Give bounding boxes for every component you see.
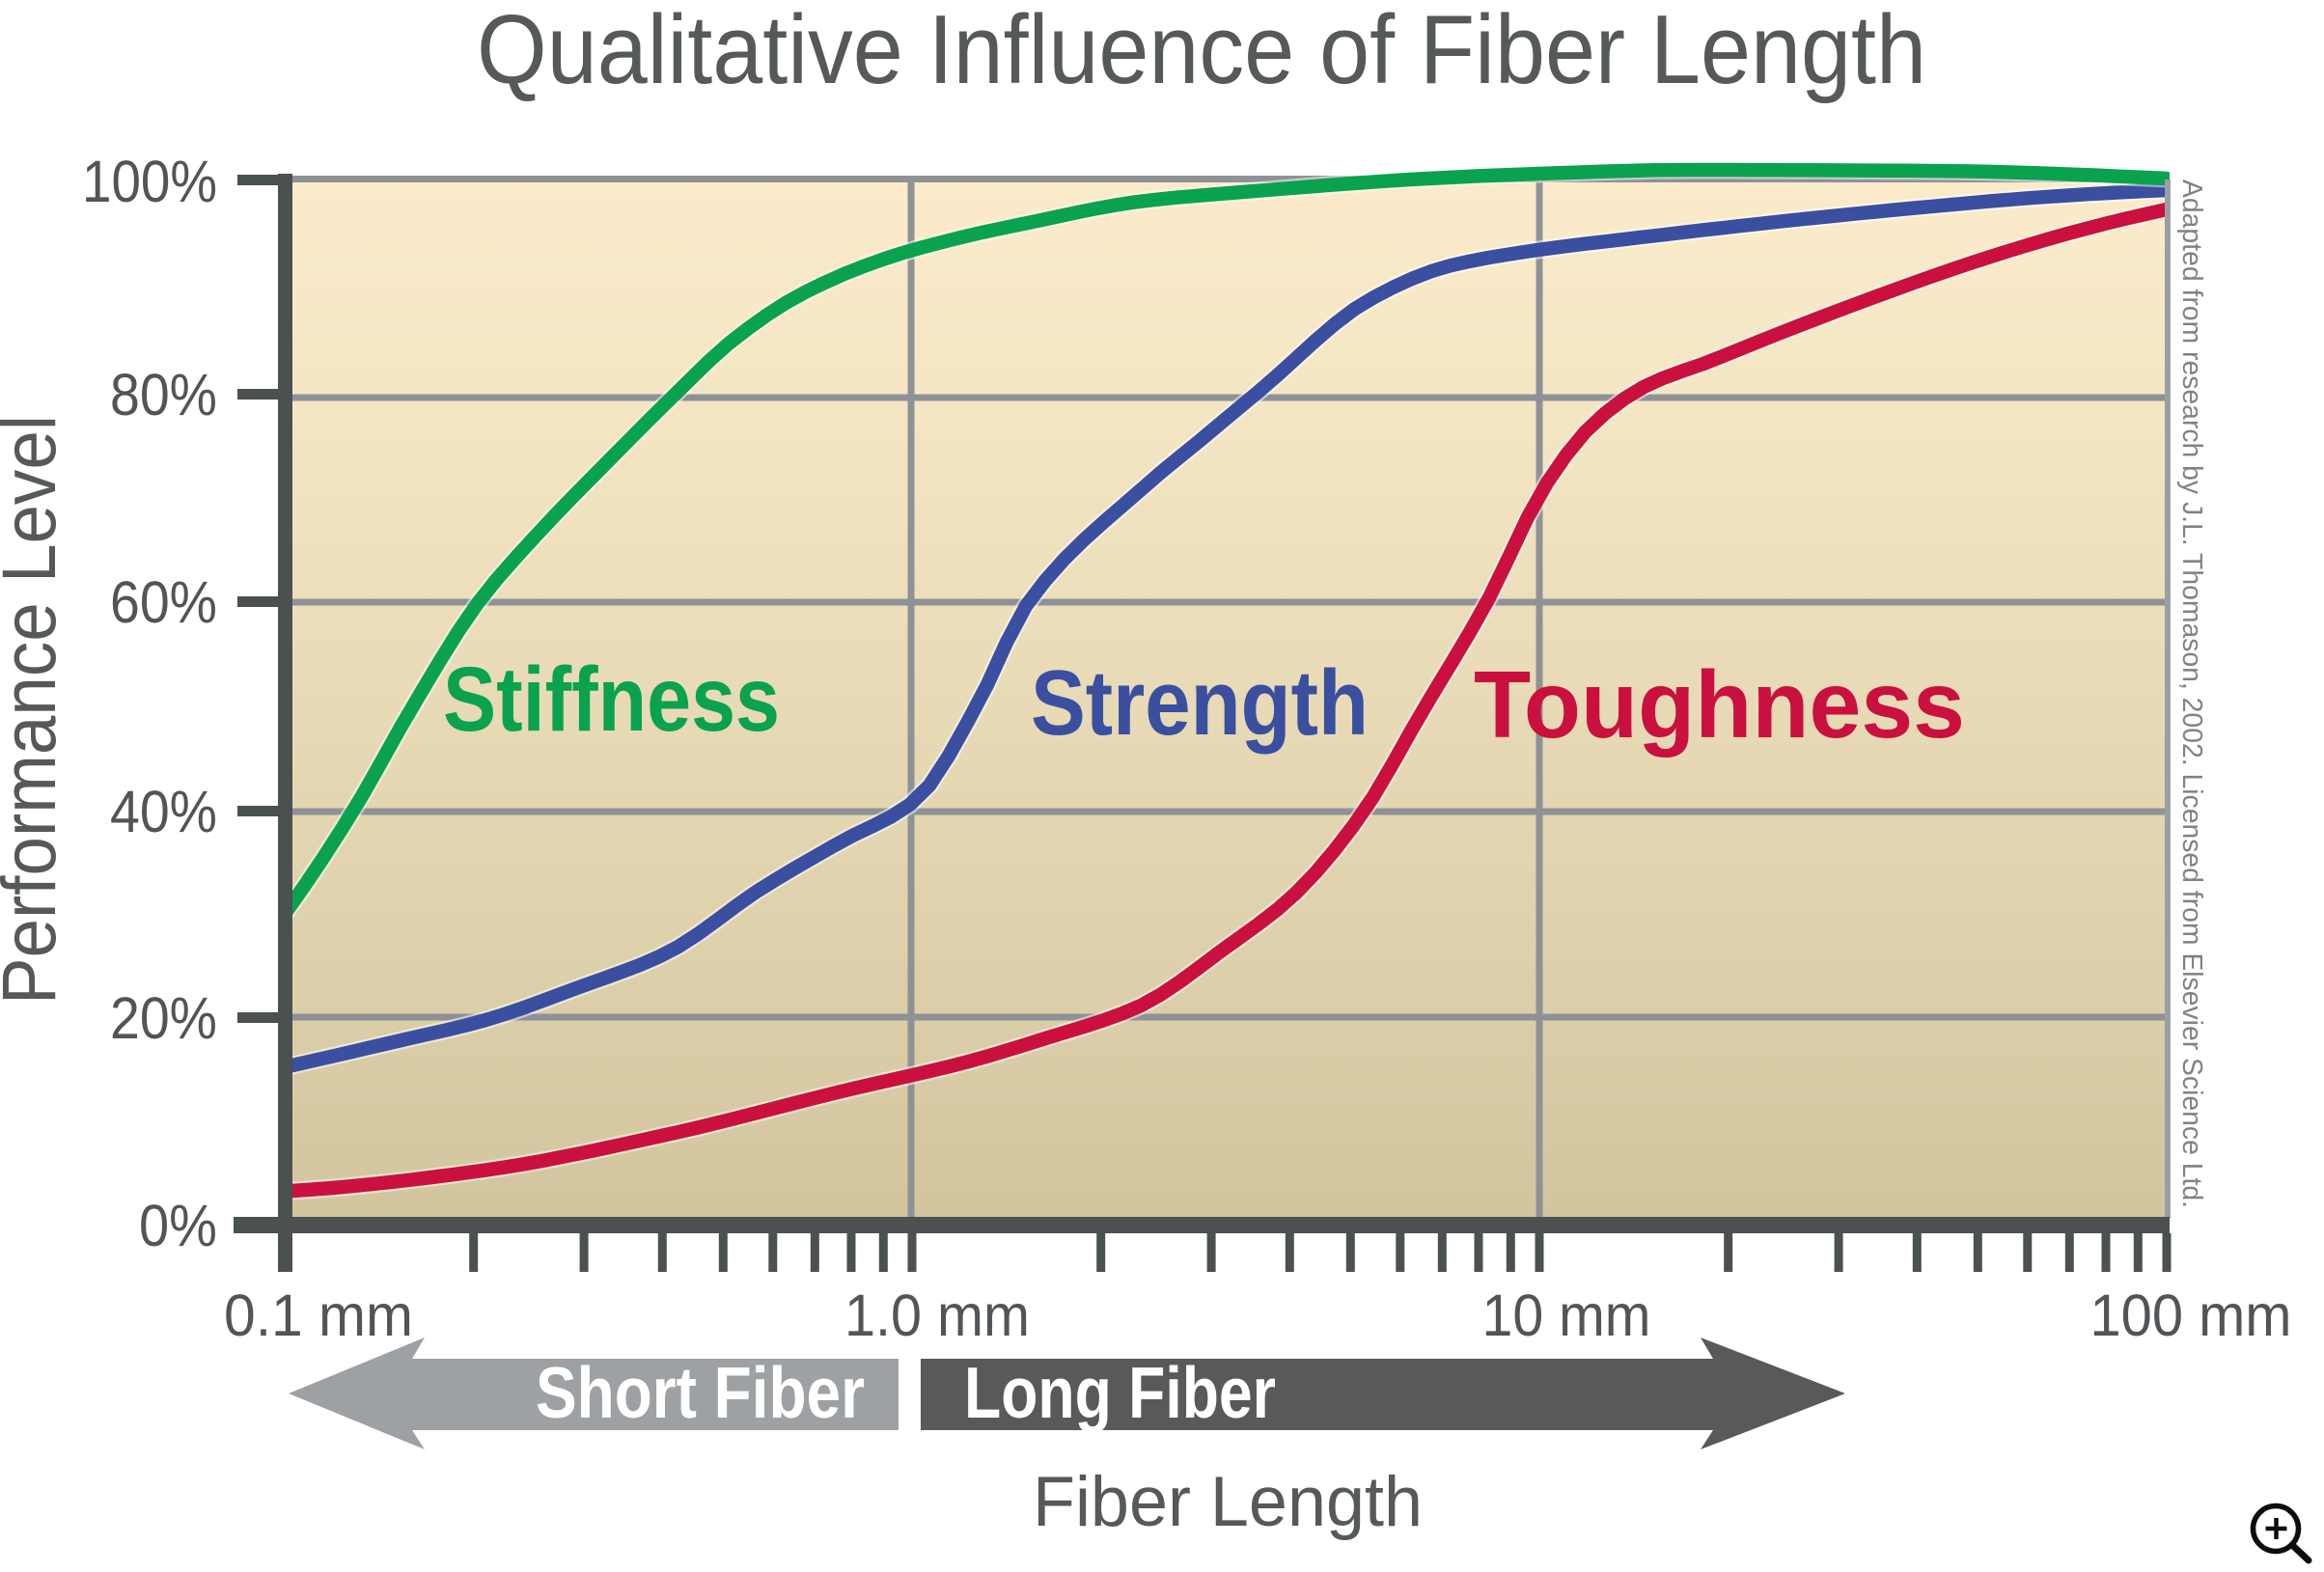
svg-text:0.1 mm: 0.1 mm (224, 1282, 413, 1348)
svg-text:100%: 100% (82, 149, 217, 214)
svg-text:40%: 40% (110, 779, 217, 844)
svg-text:60%: 60% (110, 569, 217, 635)
svg-text:Short Fiber: Short Fiber (536, 1352, 865, 1433)
svg-text:Toughness: Toughness (1474, 651, 1965, 758)
svg-text:0%: 0% (139, 1193, 217, 1258)
svg-text:10 mm: 10 mm (1482, 1282, 1651, 1348)
svg-text:20%: 20% (110, 985, 217, 1051)
svg-text:Qualitative Influence of Fiber: Qualitative Influence of Fiber Length (477, 0, 1926, 104)
svg-text:Strength: Strength (1031, 651, 1369, 755)
svg-text:Adapted from research by J.L.: Adapted from research by J.L. Thomason, … (2176, 179, 2207, 1208)
svg-text:Performance Level: Performance Level (0, 415, 71, 1005)
svg-text:80%: 80% (110, 362, 217, 427)
svg-text:Fiber Length: Fiber Length (1033, 1463, 1423, 1541)
svg-text:1.0 mm: 1.0 mm (844, 1282, 1030, 1348)
svg-text:Long Fiber: Long Fiber (964, 1352, 1276, 1433)
svg-text:Stiffness: Stiffness (443, 648, 780, 751)
svg-text:100 mm: 100 mm (2090, 1282, 2292, 1348)
